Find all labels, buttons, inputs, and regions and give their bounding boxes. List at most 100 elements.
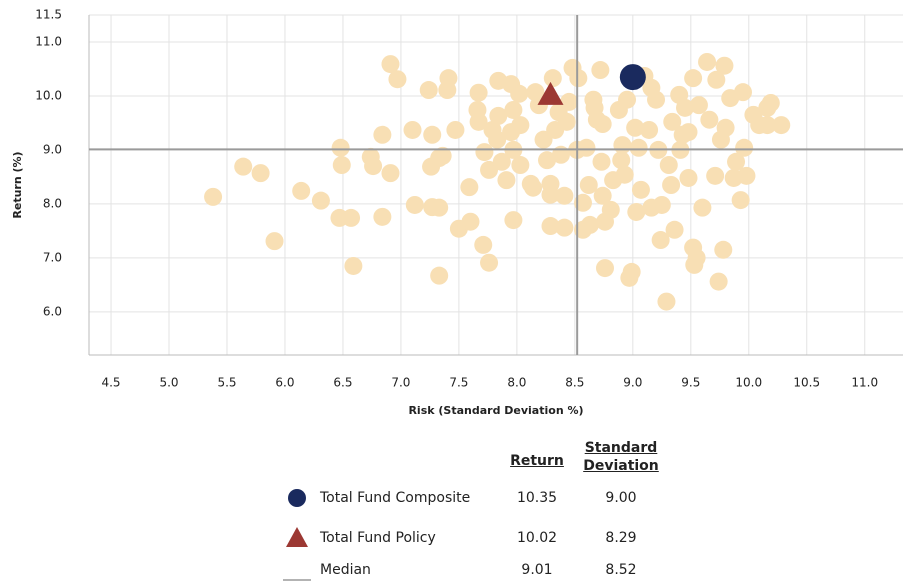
peer-point — [733, 83, 752, 102]
x-tick-label: 5.0 — [159, 376, 178, 390]
peer-point — [629, 138, 648, 157]
peer-point — [679, 123, 698, 142]
peer-point — [593, 186, 612, 205]
peer-point — [716, 118, 735, 137]
x-tick-label: 11.0 — [851, 376, 878, 390]
x-tick-label: 9.0 — [623, 376, 642, 390]
y-tick-label: 11.5 — [35, 8, 62, 22]
peer-point — [381, 55, 400, 74]
peer-point — [469, 83, 488, 102]
peer-point — [475, 143, 494, 162]
peer-point — [758, 116, 777, 135]
peer-point — [265, 232, 284, 251]
peer-point — [631, 180, 650, 199]
peer-point — [580, 215, 599, 234]
peer-point — [489, 106, 508, 125]
peer-point — [342, 208, 361, 227]
peer-point — [684, 69, 703, 88]
peer-point — [510, 84, 529, 103]
peer-point — [234, 157, 253, 176]
legend-marker — [286, 527, 308, 547]
peer-point — [727, 152, 746, 171]
peer-point — [731, 191, 750, 210]
y-tick-label: 7.0 — [43, 250, 62, 264]
table-cell: 10.35 — [516, 490, 558, 506]
peer-point — [612, 151, 631, 170]
peer-point — [585, 98, 604, 117]
x-tick-label: 4.5 — [101, 376, 120, 390]
table-cell: 10.02 — [516, 530, 558, 546]
peer-point — [549, 103, 568, 122]
table-header: Return — [510, 453, 564, 469]
x-tick-label: 8.5 — [565, 376, 584, 390]
peer-point — [311, 191, 330, 210]
peer-point — [480, 253, 499, 272]
x-tick-label: 10.0 — [735, 376, 762, 390]
peer-point — [595, 259, 614, 278]
peer-point — [439, 69, 458, 88]
peer-point — [657, 292, 676, 311]
peer-point — [735, 138, 754, 157]
peer-point — [504, 211, 523, 230]
peer-point — [592, 152, 611, 171]
peer-point — [714, 240, 733, 259]
peer-point — [511, 156, 530, 175]
y-tick-label: 11.0 — [35, 34, 62, 48]
peer-point — [679, 168, 698, 187]
peer-point — [627, 202, 646, 221]
x-tick-label: 5.5 — [217, 376, 236, 390]
table-header: Standard Deviation — [583, 440, 659, 474]
peer-point — [497, 171, 516, 190]
peer-point — [579, 176, 598, 194]
peer-point — [573, 193, 592, 212]
x-axis-label: Risk (Standard Deviation %) — [408, 404, 583, 417]
peer-point — [373, 125, 392, 144]
peer-point — [626, 118, 645, 137]
peer-point — [433, 146, 452, 165]
x-tick-label: 6.0 — [275, 376, 294, 390]
peer-point — [251, 164, 270, 183]
legend-name: Median — [320, 562, 371, 578]
peer-point — [715, 56, 734, 75]
peer-point — [700, 110, 719, 129]
peer-point — [737, 166, 756, 185]
peer-point — [204, 187, 223, 206]
policy-marker — [537, 81, 564, 105]
peer-point — [659, 156, 678, 175]
y-tick-label: 9.0 — [43, 142, 62, 156]
peer-point — [622, 262, 641, 281]
table-cell: 9.00 — [605, 490, 637, 506]
peer-point — [647, 90, 666, 109]
peer-point — [591, 61, 610, 80]
peer-point — [613, 136, 632, 155]
peer-point — [446, 120, 465, 139]
peer-point — [373, 207, 392, 226]
peer-point — [526, 83, 545, 102]
peer-point — [430, 266, 449, 285]
peer-point — [555, 186, 574, 205]
peer-point — [538, 151, 557, 170]
peer-point — [663, 112, 682, 131]
legend-marker — [288, 489, 306, 507]
peer-point — [698, 52, 717, 71]
peer-point — [569, 69, 588, 88]
peer-point — [419, 81, 438, 100]
peer-point — [405, 195, 424, 214]
peer-point — [541, 217, 560, 236]
peer-point — [709, 272, 728, 291]
peer-point — [577, 138, 596, 157]
peer-point — [480, 160, 499, 179]
peer-point — [615, 165, 634, 184]
peer-point — [665, 220, 684, 239]
x-tick-label: 7.0 — [391, 376, 410, 390]
peer-point — [676, 98, 695, 117]
peer-point — [662, 176, 681, 194]
peer-point — [772, 116, 791, 135]
peer-point — [761, 93, 780, 112]
peer-point — [524, 178, 543, 197]
peer-point — [469, 112, 488, 131]
y-tick-label: 8.0 — [43, 196, 62, 210]
peer-point — [364, 157, 383, 176]
x-tick-label: 6.5 — [333, 376, 352, 390]
peer-point — [601, 200, 620, 219]
